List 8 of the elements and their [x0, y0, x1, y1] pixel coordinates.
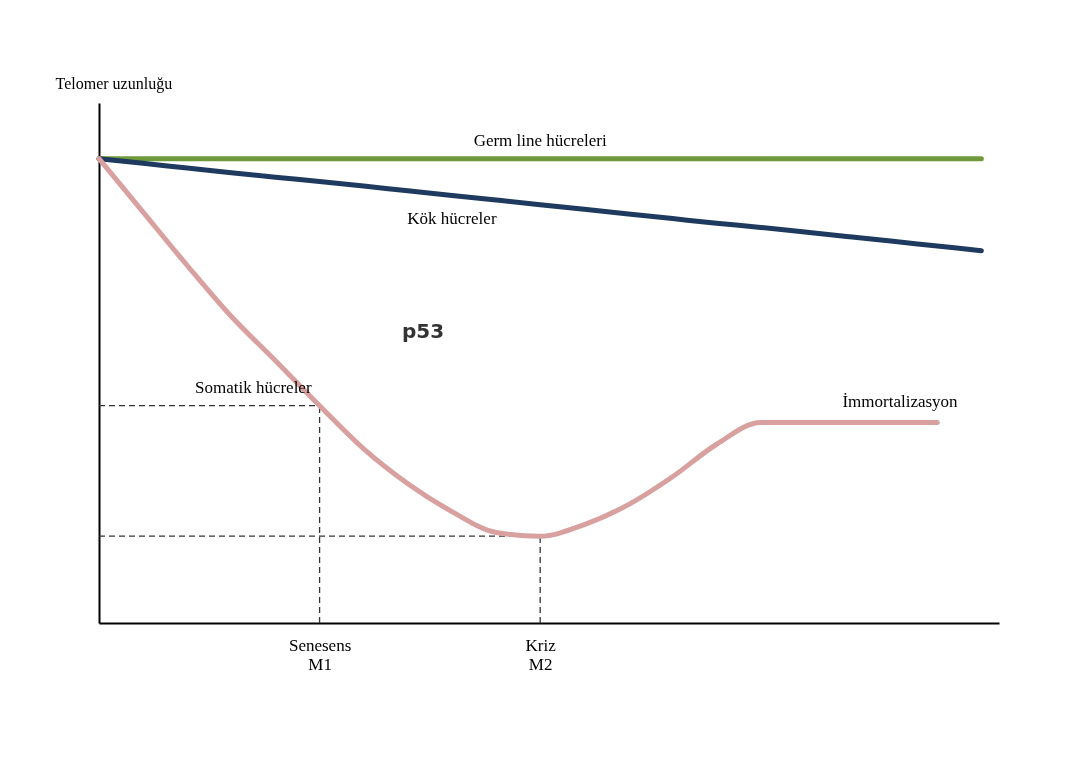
x-tick-label: Senesens M1 [288, 635, 352, 674]
series-label: Kök hücreler [407, 209, 497, 229]
annotation: p53 [401, 318, 445, 343]
series-label: Germ line hücreleri [473, 130, 607, 150]
x-tick-label: Kriz M2 [525, 635, 557, 674]
series-label: Somatik hücreler [194, 377, 312, 397]
y-axis-title: Telomer uzunluğu [55, 74, 173, 93]
annotation: İmmortalizasyon [842, 392, 959, 412]
